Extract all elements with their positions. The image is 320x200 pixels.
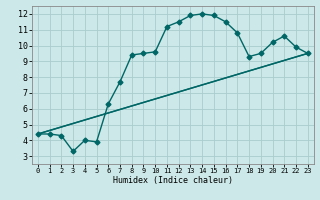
X-axis label: Humidex (Indice chaleur): Humidex (Indice chaleur) [113, 176, 233, 185]
